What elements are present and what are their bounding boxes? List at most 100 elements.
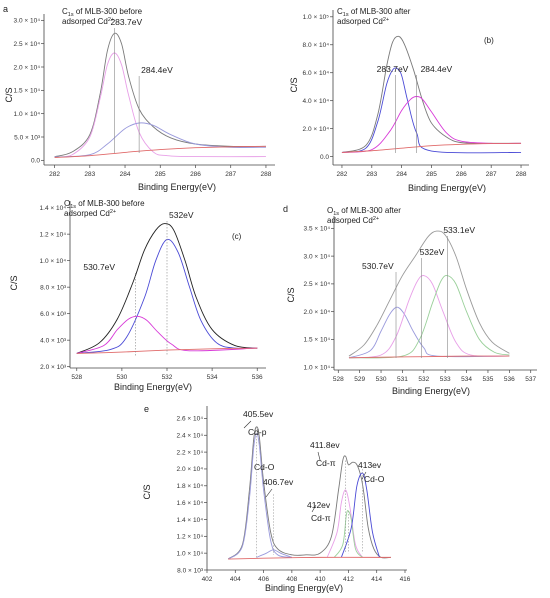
- panel-d-y-tick-label: 2.5 × 10⁴: [304, 281, 331, 288]
- panel-c-x-tick-label: 534: [207, 374, 218, 381]
- panel-b-plot: 282 283 284 285 286 287 288 0.0 2.0 × 10⁴ 4.0 × 1…: [303, 10, 529, 178]
- panel-e-ylabel: C/S: [142, 484, 152, 499]
- panel-e-annotation: Cd-π: [316, 458, 336, 468]
- panel-b-x-tick-label: 287: [486, 171, 497, 178]
- panel-d-x-tick-label: 534: [461, 376, 472, 383]
- panel-c-title-line1: O1s of MLB-300 before: [64, 199, 145, 210]
- panel-b-series-peak-284-4ev: [341, 96, 522, 153]
- panel-c-tag: (c): [232, 232, 242, 241]
- panel-b-x-tick-label: 288: [516, 171, 527, 178]
- panel-a-x-tick-label: 286: [190, 171, 201, 178]
- panel-e-y-tick-label: 1.8 × 10⁴: [177, 483, 204, 490]
- panel-b-annotation: 283.7eV: [377, 64, 409, 74]
- panel-b-x-tick-label: 282: [337, 171, 348, 178]
- panel-e-y-tick-label: 1.0 × 10⁴: [177, 550, 204, 557]
- panel-e-y-tick-label: 2.6 × 10⁴: [177, 416, 204, 423]
- panel-e-letter: e: [144, 404, 149, 414]
- panel-b-y-tick-label: 2.0 × 10⁴: [303, 126, 330, 133]
- panel-c-y-tick-label: 4.0 × 10³: [40, 337, 67, 344]
- panel-e-x-tick-label: 416: [400, 576, 411, 583]
- panel-a-annotation: 284.4eV: [141, 65, 173, 75]
- panel-e-y-tick-label: 2.4 × 10⁴: [177, 433, 204, 440]
- panel-a-x-tick-label: 285: [155, 171, 166, 178]
- panel-d-ylabel: C/S: [286, 287, 296, 302]
- panel-e-leader-line: [317, 451, 321, 461]
- panel-e-series-cd-o-413ev: [340, 472, 380, 558]
- panel-b-series-peak-283-7ev: [341, 67, 522, 154]
- panel-e-x-tick-label: 402: [202, 576, 213, 583]
- panel-e-x-tick-label: 414: [371, 576, 382, 583]
- panel-d-plot: 528 529 530 531 532 533 534 535 536 537 1.0 × 10⁴ 1…: [304, 216, 537, 383]
- panel-c-y-tick-label: 1.0 × 10⁴: [40, 258, 67, 265]
- panel-e-leader-line: [243, 420, 252, 429]
- panel-b-xlabel: Binding Energy(eV): [408, 183, 486, 193]
- panel-a-ylabel: C/S: [4, 87, 14, 102]
- panel-a-y-tick-label: 2.5 × 10⁴: [14, 41, 41, 48]
- panel-c-ylabel: C/S: [9, 275, 19, 290]
- panel-c-y-tick-label: 2.0 × 10³: [40, 364, 67, 371]
- panel-a-y-tick-label: 5.0 × 10³: [14, 134, 41, 141]
- panel-a-series-peak-283-7ev: [54, 52, 266, 158]
- panel-b: C1s of MLB-300 after adsorped Cd2+ (b) C…: [289, 7, 494, 193]
- panel-e-xlabel: Binding Energy(eV): [265, 583, 343, 593]
- panel-e-annotation: Cd-O: [254, 462, 275, 472]
- panel-d-xlabel: Binding Energy(eV): [392, 386, 470, 396]
- panel-e-x-tick-label: 412: [343, 576, 354, 583]
- panel-e-annotation: 411.8ev: [310, 440, 340, 450]
- panel-e-x-tick-label: 408: [286, 576, 297, 583]
- panel-d-series-background: [348, 355, 510, 359]
- panel-b-title-line2: adsorped Cd2+: [337, 17, 389, 26]
- panel-e-annotation: Cd-p: [248, 427, 267, 437]
- panel-b-y-tick-label: 4.0 × 10⁴: [303, 98, 330, 105]
- panel-d-x-tick-label: 536: [504, 376, 515, 383]
- panel-e-annotation: 412ev: [307, 500, 331, 510]
- panel-b-tag: (b): [484, 36, 494, 45]
- panel-d-x-tick-label: 529: [354, 376, 365, 383]
- panel-e-annotation: 413ev: [358, 460, 382, 470]
- panel-e-series-cd-o-406-7ev: [256, 549, 293, 558]
- panel-d-annotation: 532eV: [420, 247, 445, 257]
- panel-c-series-peak-532ev: [76, 238, 258, 354]
- panel-c-xlabel: Binding Energy(eV): [114, 382, 192, 392]
- panel-d-x-tick-label: 530: [376, 376, 387, 383]
- panel-c-y-tick-label: 6.0 × 10³: [40, 311, 67, 318]
- panel-d-y-tick-label: 1.5 × 10⁴: [304, 337, 331, 344]
- panel-a-series-background: [54, 145, 266, 158]
- panel-c-series-peak-530-7ev: [76, 315, 258, 354]
- panel-c-y-tick-label: 1.4 × 10⁴: [40, 205, 67, 212]
- panel-e-series-cd-411-8ev: [326, 489, 363, 558]
- panel-b-annotation: 284.4eV: [421, 64, 453, 74]
- panel-a-title-line1: C1s of MLB-300 before: [62, 7, 143, 18]
- panel-b-y-tick-label: 8.0 × 10⁴: [303, 42, 330, 49]
- panel-c-y-tick-label: 1.2 × 10⁴: [40, 231, 67, 238]
- panel-b-x-tick-label: 285: [426, 171, 437, 178]
- panel-a-xlabel: Binding Energy(eV): [138, 182, 216, 192]
- panel-b-x-tick-label: 286: [456, 171, 467, 178]
- panel-d-y-tick-label: 1.0 × 10⁴: [304, 365, 331, 372]
- panel-e-series-cd-p-405-5ev: [227, 433, 292, 560]
- panel-a-letter: a: [3, 4, 8, 14]
- panel-e-y-tick-label: 1.4 × 10⁴: [177, 517, 204, 524]
- panel-e-leader-line: [361, 471, 367, 480]
- panel-d-title-line1: O1s of MLB-300 after: [327, 206, 401, 217]
- panel-d: d O1s of MLB-300 after adsorped Cd2+ C/S…: [283, 204, 470, 396]
- panel-a: a C1s of MLB-300 before adsorped Cd2+ C/…: [3, 4, 216, 192]
- panel-e-y-tick-label: 1.6 × 10⁴: [177, 500, 204, 507]
- panel-b-series-envelope: [341, 35, 522, 153]
- panel-a-title-line2: adsorped Cd2+: [62, 17, 114, 26]
- panel-c-plot: 528 530 532 534 536 2.0 × 10³ 4.0 × 10³ 6.0 × 1…: [40, 201, 266, 381]
- panel-d-annotation: 533.1eV: [443, 225, 475, 235]
- panel-c: O1s of MLB-300 before adsorped Cd2+ (c) …: [9, 199, 242, 392]
- panel-d-series-peak-530-7ev: [348, 306, 510, 359]
- panel-a-y-tick-label: 3.0 × 10⁴: [14, 18, 41, 25]
- panel-e-annotation: 406.7ev: [263, 477, 294, 487]
- panel-b-series-background: [341, 142, 522, 153]
- panel-b-y-tick-label: 0.0: [320, 154, 329, 161]
- panel-a-x-tick-label: 288: [261, 171, 272, 178]
- panel-d-x-tick-label: 535: [483, 376, 494, 383]
- panel-e-annotation: Cd-π: [311, 513, 331, 523]
- panel-e: e C/S Binding Energy(eV): [142, 404, 343, 593]
- panel-b-y-tick-label: 1.0 × 10⁵: [303, 14, 330, 21]
- panel-c-title-line2: adsorped Cd2+: [64, 209, 116, 218]
